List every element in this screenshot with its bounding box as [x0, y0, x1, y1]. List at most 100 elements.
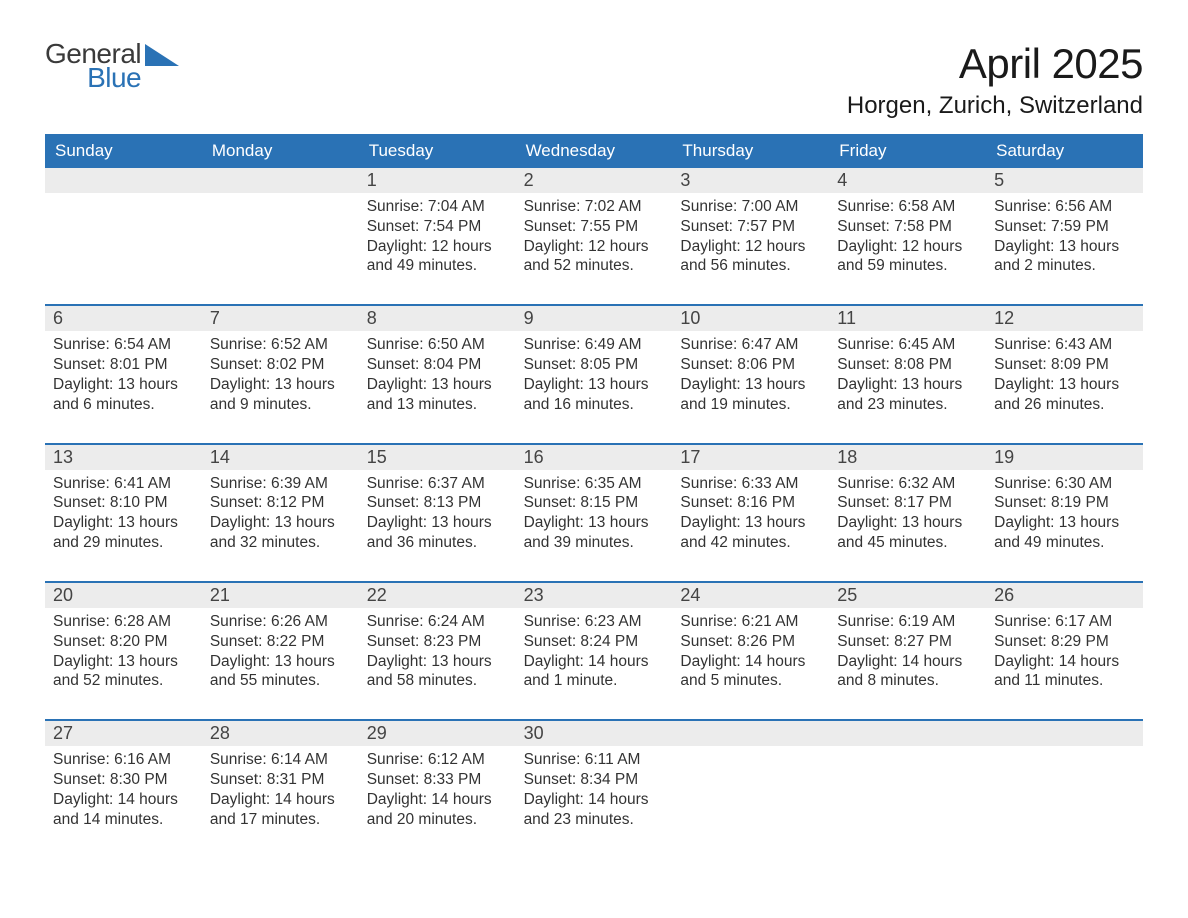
day-number: 30: [516, 721, 673, 746]
day-cell: Sunrise: 6:52 AMSunset: 8:02 PMDaylight:…: [202, 331, 359, 442]
empty-day-cell: [202, 193, 359, 304]
day-sunset: Sunset: 8:22 PM: [210, 632, 351, 652]
day-sunset: Sunset: 7:54 PM: [367, 217, 508, 237]
day-dl2: and 8 minutes.: [837, 671, 978, 691]
day-dl1: Daylight: 12 hours: [524, 237, 665, 257]
day-sunrise: Sunrise: 7:04 AM: [367, 197, 508, 217]
day-sunset: Sunset: 8:04 PM: [367, 355, 508, 375]
day-sunrise: Sunrise: 6:54 AM: [53, 335, 194, 355]
day-cell: Sunrise: 6:19 AMSunset: 8:27 PMDaylight:…: [829, 608, 986, 719]
day-dl2: and 9 minutes.: [210, 395, 351, 415]
day-sunset: Sunset: 7:57 PM: [680, 217, 821, 237]
day-dl2: and 52 minutes.: [53, 671, 194, 691]
day-number: 28: [202, 721, 359, 746]
day-cell: Sunrise: 6:30 AMSunset: 8:19 PMDaylight:…: [986, 470, 1143, 581]
day-cell: Sunrise: 6:45 AMSunset: 8:08 PMDaylight:…: [829, 331, 986, 442]
day-sunset: Sunset: 8:33 PM: [367, 770, 508, 790]
day-dl1: Daylight: 12 hours: [367, 237, 508, 257]
day-dl1: Daylight: 12 hours: [837, 237, 978, 257]
day-number: 17: [672, 445, 829, 470]
day-sunset: Sunset: 8:09 PM: [994, 355, 1135, 375]
day-sunset: Sunset: 8:23 PM: [367, 632, 508, 652]
day-sunset: Sunset: 8:17 PM: [837, 493, 978, 513]
empty-day-number: [202, 168, 359, 193]
day-cell: Sunrise: 6:32 AMSunset: 8:17 PMDaylight:…: [829, 470, 986, 581]
day-number: 20: [45, 583, 202, 608]
day-dl1: Daylight: 13 hours: [524, 513, 665, 533]
day-sunrise: Sunrise: 6:32 AM: [837, 474, 978, 494]
day-cell: Sunrise: 6:16 AMSunset: 8:30 PMDaylight:…: [45, 746, 202, 857]
day-dl2: and 59 minutes.: [837, 256, 978, 276]
day-sunset: Sunset: 8:02 PM: [210, 355, 351, 375]
day-sunrise: Sunrise: 6:28 AM: [53, 612, 194, 632]
day-cell: Sunrise: 7:02 AMSunset: 7:55 PMDaylight:…: [516, 193, 673, 304]
day-cell: Sunrise: 6:43 AMSunset: 8:09 PMDaylight:…: [986, 331, 1143, 442]
day-number: 22: [359, 583, 516, 608]
day-dl1: Daylight: 14 hours: [680, 652, 821, 672]
day-dl2: and 56 minutes.: [680, 256, 821, 276]
day-sunrise: Sunrise: 6:56 AM: [994, 197, 1135, 217]
day-number: 19: [986, 445, 1143, 470]
day-sunset: Sunset: 8:15 PM: [524, 493, 665, 513]
day-sunset: Sunset: 8:13 PM: [367, 493, 508, 513]
day-number: 23: [516, 583, 673, 608]
dow-monday: Monday: [202, 134, 359, 168]
day-dl2: and 17 minutes.: [210, 810, 351, 830]
day-sunset: Sunset: 8:01 PM: [53, 355, 194, 375]
day-sunrise: Sunrise: 7:00 AM: [680, 197, 821, 217]
day-dl1: Daylight: 14 hours: [210, 790, 351, 810]
day-sunrise: Sunrise: 6:37 AM: [367, 474, 508, 494]
day-number: 16: [516, 445, 673, 470]
day-cell: Sunrise: 6:50 AMSunset: 8:04 PMDaylight:…: [359, 331, 516, 442]
day-sunrise: Sunrise: 6:45 AM: [837, 335, 978, 355]
dow-tuesday: Tuesday: [359, 134, 516, 168]
day-sunrise: Sunrise: 6:33 AM: [680, 474, 821, 494]
day-dl2: and 52 minutes.: [524, 256, 665, 276]
day-dl2: and 32 minutes.: [210, 533, 351, 553]
day-dl2: and 16 minutes.: [524, 395, 665, 415]
day-cell: Sunrise: 6:58 AMSunset: 7:58 PMDaylight:…: [829, 193, 986, 304]
empty-day-cell: [829, 746, 986, 857]
day-dl2: and 29 minutes.: [53, 533, 194, 553]
day-number: 5: [986, 168, 1143, 193]
day-sunset: Sunset: 8:27 PM: [837, 632, 978, 652]
brand-line2: Blue: [45, 64, 141, 92]
day-cell: Sunrise: 6:14 AMSunset: 8:31 PMDaylight:…: [202, 746, 359, 857]
day-number: 9: [516, 306, 673, 331]
day-dl2: and 55 minutes.: [210, 671, 351, 691]
day-number: 14: [202, 445, 359, 470]
day-dl2: and 23 minutes.: [837, 395, 978, 415]
day-dl1: Daylight: 13 hours: [994, 237, 1135, 257]
week-row: 13141516171819Sunrise: 6:41 AMSunset: 8:…: [45, 443, 1143, 581]
day-cell: Sunrise: 6:56 AMSunset: 7:59 PMDaylight:…: [986, 193, 1143, 304]
day-dl1: Daylight: 13 hours: [367, 652, 508, 672]
day-sunrise: Sunrise: 6:19 AM: [837, 612, 978, 632]
day-dl1: Daylight: 13 hours: [210, 375, 351, 395]
calendar: SundayMondayTuesdayWednesdayThursdayFrid…: [45, 134, 1143, 858]
day-dl2: and 19 minutes.: [680, 395, 821, 415]
day-sunset: Sunset: 8:34 PM: [524, 770, 665, 790]
day-sunset: Sunset: 8:05 PM: [524, 355, 665, 375]
day-number: 15: [359, 445, 516, 470]
day-cell: Sunrise: 6:28 AMSunset: 8:20 PMDaylight:…: [45, 608, 202, 719]
page-title: April 2025: [847, 40, 1143, 88]
empty-day-cell: [45, 193, 202, 304]
day-sunrise: Sunrise: 6:30 AM: [994, 474, 1135, 494]
day-dl2: and 26 minutes.: [994, 395, 1135, 415]
day-sunrise: Sunrise: 6:52 AM: [210, 335, 351, 355]
day-cell: Sunrise: 6:49 AMSunset: 8:05 PMDaylight:…: [516, 331, 673, 442]
header: General Blue April 2025 Horgen, Zurich, …: [45, 40, 1143, 120]
day-dl2: and 42 minutes.: [680, 533, 821, 553]
day-sunrise: Sunrise: 6:11 AM: [524, 750, 665, 770]
day-dl1: Daylight: 13 hours: [53, 513, 194, 533]
day-sunset: Sunset: 8:20 PM: [53, 632, 194, 652]
day-sunrise: Sunrise: 6:17 AM: [994, 612, 1135, 632]
day-sunset: Sunset: 7:58 PM: [837, 217, 978, 237]
day-cell: Sunrise: 6:35 AMSunset: 8:15 PMDaylight:…: [516, 470, 673, 581]
day-sunset: Sunset: 8:24 PM: [524, 632, 665, 652]
week-row: 12345Sunrise: 7:04 AMSunset: 7:54 PMDayl…: [45, 168, 1143, 304]
empty-day-cell: [986, 746, 1143, 857]
week-row: 20212223242526Sunrise: 6:28 AMSunset: 8:…: [45, 581, 1143, 719]
day-dl2: and 5 minutes.: [680, 671, 821, 691]
day-number: 27: [45, 721, 202, 746]
